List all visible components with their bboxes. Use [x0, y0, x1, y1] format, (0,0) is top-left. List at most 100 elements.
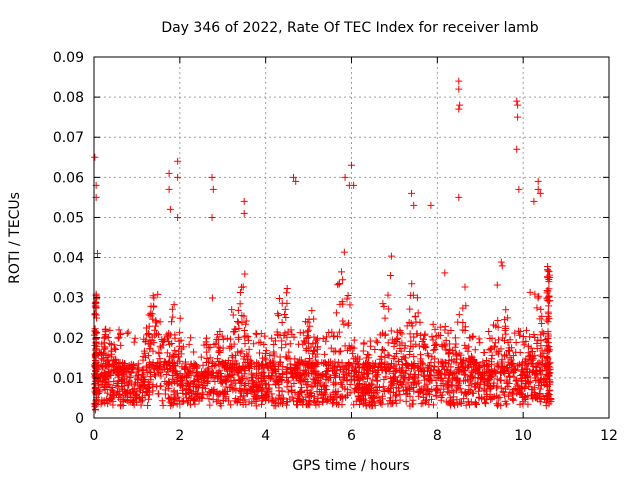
data-point — [165, 338, 173, 346]
data-point — [99, 356, 107, 364]
data-point — [310, 347, 318, 355]
data-point — [490, 379, 498, 387]
data-point — [255, 361, 263, 369]
data-point — [246, 356, 254, 364]
data-point — [452, 382, 460, 390]
data-point — [387, 327, 395, 335]
data-point — [530, 197, 538, 205]
x-tick-label: 2 — [175, 428, 184, 444]
data-point — [465, 382, 473, 390]
data-point — [168, 380, 176, 388]
data-point — [488, 351, 496, 359]
data-point — [544, 308, 552, 316]
data-point — [436, 369, 444, 377]
data-point — [184, 380, 192, 388]
data-point — [512, 377, 520, 385]
data-point — [282, 313, 290, 321]
data-point — [543, 338, 551, 346]
data-point — [137, 401, 145, 409]
data-point — [159, 401, 167, 409]
data-point — [240, 197, 248, 205]
data-point — [222, 378, 230, 386]
data-point — [91, 403, 99, 411]
y-tick-labels: 0 0.01 0.02 0.03 0.04 0.05 0.06 0.07 0.08 0.09 — [53, 50, 84, 427]
data-point — [409, 400, 417, 408]
data-point — [431, 355, 439, 363]
data-point — [358, 391, 366, 399]
data-point — [464, 398, 472, 406]
data-point — [213, 372, 221, 380]
data-point — [508, 360, 516, 368]
data-point — [509, 395, 517, 403]
data-point — [540, 329, 548, 337]
data-point — [114, 334, 122, 342]
data-point — [253, 330, 261, 338]
data-point — [304, 326, 312, 334]
data-point — [286, 355, 294, 363]
data-point — [174, 353, 182, 361]
data-point — [312, 379, 320, 387]
data-point — [466, 357, 474, 365]
data-point — [415, 388, 423, 396]
data-point — [364, 350, 372, 358]
data-point — [276, 331, 284, 339]
data-point — [520, 393, 528, 401]
data-point — [501, 391, 509, 399]
data-point — [197, 353, 205, 361]
data-point — [141, 354, 149, 362]
data-point — [278, 344, 286, 352]
data-point — [355, 380, 363, 388]
data-point — [526, 378, 534, 386]
data-point — [230, 340, 238, 348]
data-point — [368, 386, 376, 394]
data-point — [320, 359, 328, 367]
data-point — [429, 401, 437, 409]
data-point — [402, 367, 410, 375]
data-point — [545, 360, 553, 368]
data-point — [203, 355, 211, 363]
data-point — [426, 362, 434, 370]
data-point — [332, 369, 340, 377]
data-point — [242, 317, 250, 325]
data-point — [513, 97, 521, 105]
data-point — [494, 394, 502, 402]
data-point — [287, 326, 295, 334]
data-point — [421, 382, 429, 390]
data-point — [469, 332, 477, 340]
data-point — [533, 368, 541, 376]
data-point — [430, 362, 438, 370]
data-point — [327, 344, 335, 352]
data-point — [180, 397, 188, 405]
data-point — [412, 380, 420, 388]
data-point — [406, 392, 414, 400]
data-point — [442, 346, 450, 354]
data-point — [535, 378, 543, 386]
data-point — [410, 387, 418, 395]
data-point — [101, 369, 109, 377]
data-point — [514, 362, 522, 370]
data-point — [240, 209, 248, 217]
data-point — [424, 352, 432, 360]
data-point — [198, 389, 206, 397]
data-point — [461, 377, 469, 385]
data-point — [526, 288, 534, 296]
data-point — [396, 368, 404, 376]
data-point — [91, 363, 99, 371]
data-point — [351, 367, 359, 375]
data-point — [276, 373, 284, 381]
data-point — [483, 393, 491, 401]
data-point — [316, 388, 324, 396]
data-point — [240, 355, 248, 363]
data-point — [225, 383, 233, 391]
data-point — [516, 331, 524, 339]
data-point — [296, 378, 304, 386]
data-point — [364, 359, 372, 367]
data-point — [322, 370, 330, 378]
data-point — [349, 350, 357, 358]
x-tick-label: 12 — [600, 428, 618, 444]
data-point — [335, 279, 343, 287]
data-point — [99, 377, 107, 385]
data-point — [286, 340, 294, 348]
data-point — [433, 386, 441, 394]
data-point — [544, 273, 552, 281]
